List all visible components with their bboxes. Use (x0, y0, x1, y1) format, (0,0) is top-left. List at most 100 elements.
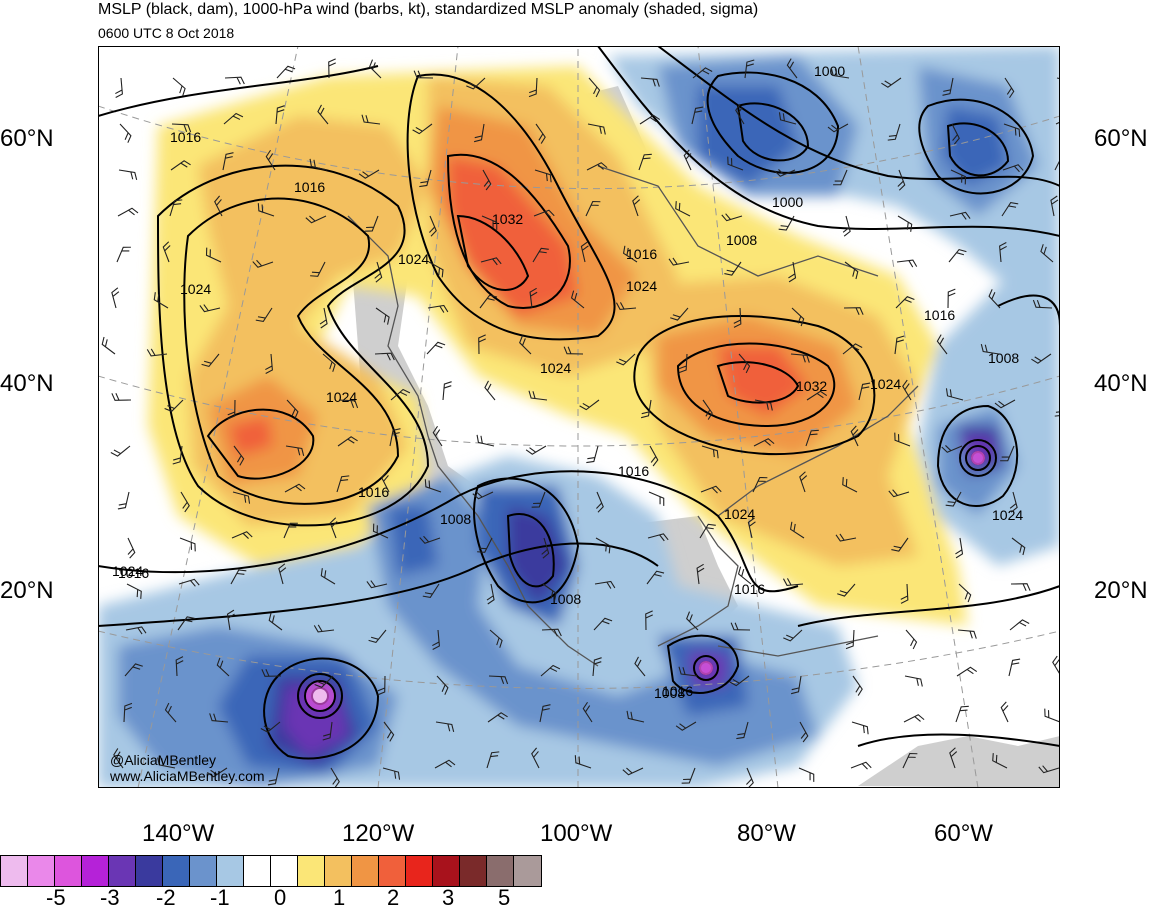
wind-barb (791, 307, 805, 327)
wind-barb (432, 425, 443, 447)
wind-barb (582, 701, 593, 723)
wind-barb (1008, 658, 1021, 677)
wind-barb (586, 162, 608, 171)
lon-label: 60°W (934, 820, 993, 847)
wind-barb (827, 123, 849, 133)
colorbar-swatch (217, 856, 244, 886)
wind-barb (700, 485, 722, 494)
colorbar (0, 855, 542, 887)
wind-barb (428, 261, 444, 278)
wind-barb (778, 215, 795, 231)
wind-barb (754, 399, 773, 411)
colorbar-label: 2 (387, 885, 400, 910)
wind-barb (119, 123, 132, 143)
colorbar-swatch (352, 856, 379, 886)
wind-barb (701, 445, 719, 459)
wind-barb (988, 289, 1001, 309)
isobar-label: 1016 (618, 463, 649, 479)
wind-barb (224, 76, 245, 85)
wind-barb (533, 209, 555, 218)
lat-label-left: 20°N (0, 577, 54, 604)
isobar-label: 1024 (870, 376, 901, 392)
wind-barb (678, 666, 698, 677)
wind-barb (994, 399, 1016, 409)
wind-barb (1000, 701, 1009, 723)
wind-barb (992, 753, 1008, 769)
isobar-labels: 1016 1016 1024 1024 1032 1024 1016 1024 … (112, 63, 1023, 701)
colorbar-label: 1 (333, 885, 346, 910)
colorbar-swatch (433, 856, 460, 886)
wind-barb (845, 629, 855, 650)
wind-barb (729, 675, 750, 687)
wind-barb (692, 67, 713, 79)
wind-barb (851, 721, 869, 735)
wind-barb (214, 195, 223, 217)
wind-barb (336, 475, 350, 493)
wind-barb (541, 628, 562, 637)
wind-barb (424, 479, 442, 493)
wind-barb (1010, 583, 1031, 591)
wind-barb (113, 748, 124, 769)
wind-barb (314, 675, 334, 688)
wind-barb (980, 343, 1000, 355)
wind-barb (436, 675, 449, 695)
isobar-label: 1016 (294, 179, 325, 195)
wind-barb (309, 158, 328, 171)
wind-barb (260, 721, 281, 733)
wind-barb (115, 77, 123, 99)
wind-barb (1009, 619, 1030, 631)
colorbar-swatch (379, 856, 406, 886)
wind-barb (1050, 195, 1059, 217)
wind-barb (632, 195, 641, 217)
weather-map: 1016 1016 1024 1024 1032 1024 1016 1024 … (98, 46, 1060, 788)
wind-barb (322, 353, 336, 372)
colorbar-swatch (487, 856, 514, 886)
wind-barb (146, 348, 168, 357)
wind-barb (478, 334, 486, 355)
wind-barb (419, 535, 441, 544)
wind-barb (226, 609, 235, 631)
isobar-label: 1024 (326, 389, 357, 405)
wind-barb (338, 399, 359, 409)
wind-barb (369, 59, 382, 79)
wind-barb (951, 123, 960, 145)
wind-barb (255, 307, 273, 323)
wind-barb (1032, 299, 1053, 309)
wind-barb (487, 712, 508, 723)
colorbar-swatch (28, 856, 55, 886)
wind-barb (528, 390, 548, 401)
wind-barb (123, 702, 133, 723)
wind-barb (574, 755, 592, 769)
wind-barb (170, 160, 191, 171)
isobar-label: 1016 (662, 683, 693, 699)
wind-barb (230, 569, 247, 585)
wind-barb (1040, 244, 1054, 263)
colorbar-swatch (136, 856, 163, 886)
wind-barb (265, 149, 276, 171)
isobar-label: 1024 (992, 507, 1023, 523)
isobar-label: 1024 (398, 251, 429, 267)
wind-barb (157, 757, 176, 769)
wind-barb (947, 288, 956, 309)
wind-barb (774, 169, 796, 177)
wind-barb (782, 578, 804, 586)
wind-barb (945, 491, 962, 507)
wind-barb (267, 767, 280, 786)
wind-barb (699, 523, 716, 539)
wind-barb (683, 149, 692, 171)
wind-barb (806, 390, 828, 401)
wind-barb (592, 657, 602, 677)
wind-barb (958, 583, 972, 603)
wind-barb (268, 612, 283, 631)
wind-barb (668, 257, 690, 266)
colorbar-swatch (514, 856, 541, 886)
wind-barb (442, 381, 452, 401)
wind-barb (678, 353, 688, 374)
wind-barb (691, 106, 704, 125)
wind-barb (948, 248, 967, 263)
wind-barb (733, 307, 742, 328)
wind-barb (180, 491, 190, 513)
wind-barb (646, 570, 665, 585)
wind-barb (622, 245, 638, 263)
wind-barb (752, 476, 768, 493)
